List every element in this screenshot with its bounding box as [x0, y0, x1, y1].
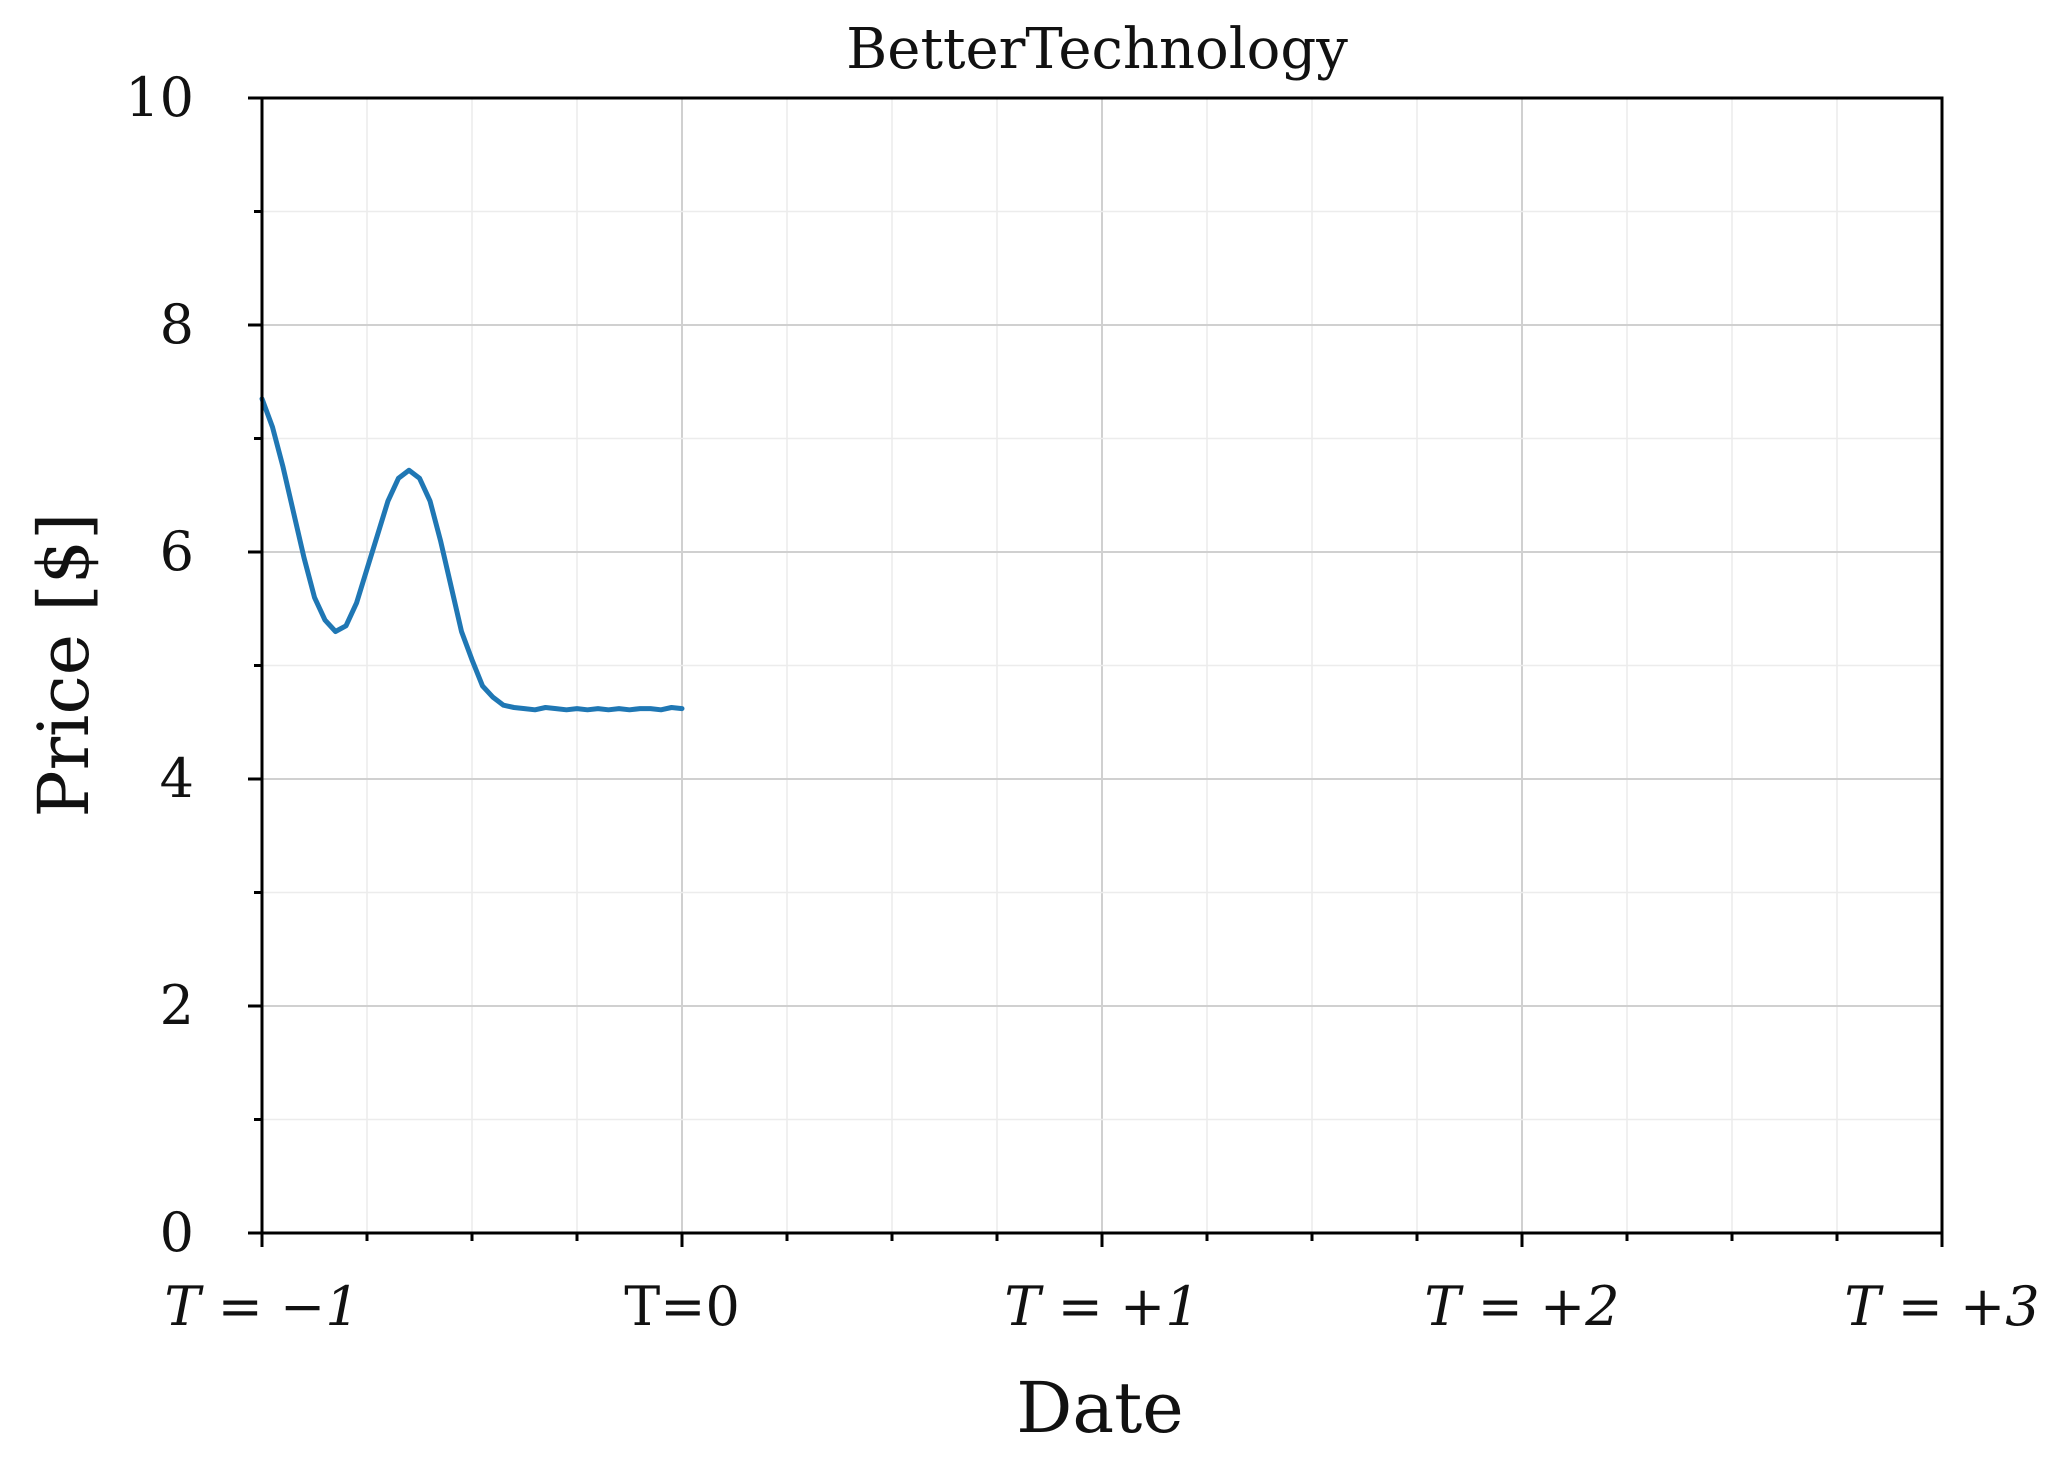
x-tick-label: T = +2 — [1424, 1275, 1619, 1338]
grid-lines — [261, 97, 1943, 1234]
y-tick-label: 10 — [125, 66, 194, 129]
x-tick-label: T = −1 — [164, 1275, 359, 1338]
x-tick-label: T = +3 — [1844, 1275, 2039, 1338]
x-tick-label: T=0 — [624, 1275, 740, 1338]
x-tick-label: T = +1 — [1004, 1275, 1199, 1338]
series-lines — [259, 396, 685, 713]
y-tick-label: 8 — [160, 293, 194, 356]
y-tick-label: 6 — [160, 520, 194, 583]
y-tick-label: 0 — [160, 1201, 194, 1264]
chart-title: BetterTechnology — [846, 17, 1348, 82]
price-series-line — [259, 396, 685, 713]
x-axis-label: Date — [1016, 1367, 1183, 1449]
y-tick-label: 2 — [160, 974, 194, 1037]
plot-area-frame — [260, 96, 1944, 1235]
y-axis-label: Price [$] — [23, 513, 105, 818]
y-tick-label: 4 — [160, 747, 194, 810]
axis-ticks: T = −1 T=0 T = +1 T = +2 T = +3 0 2 4 6 8 10 — [125, 66, 2039, 1338]
